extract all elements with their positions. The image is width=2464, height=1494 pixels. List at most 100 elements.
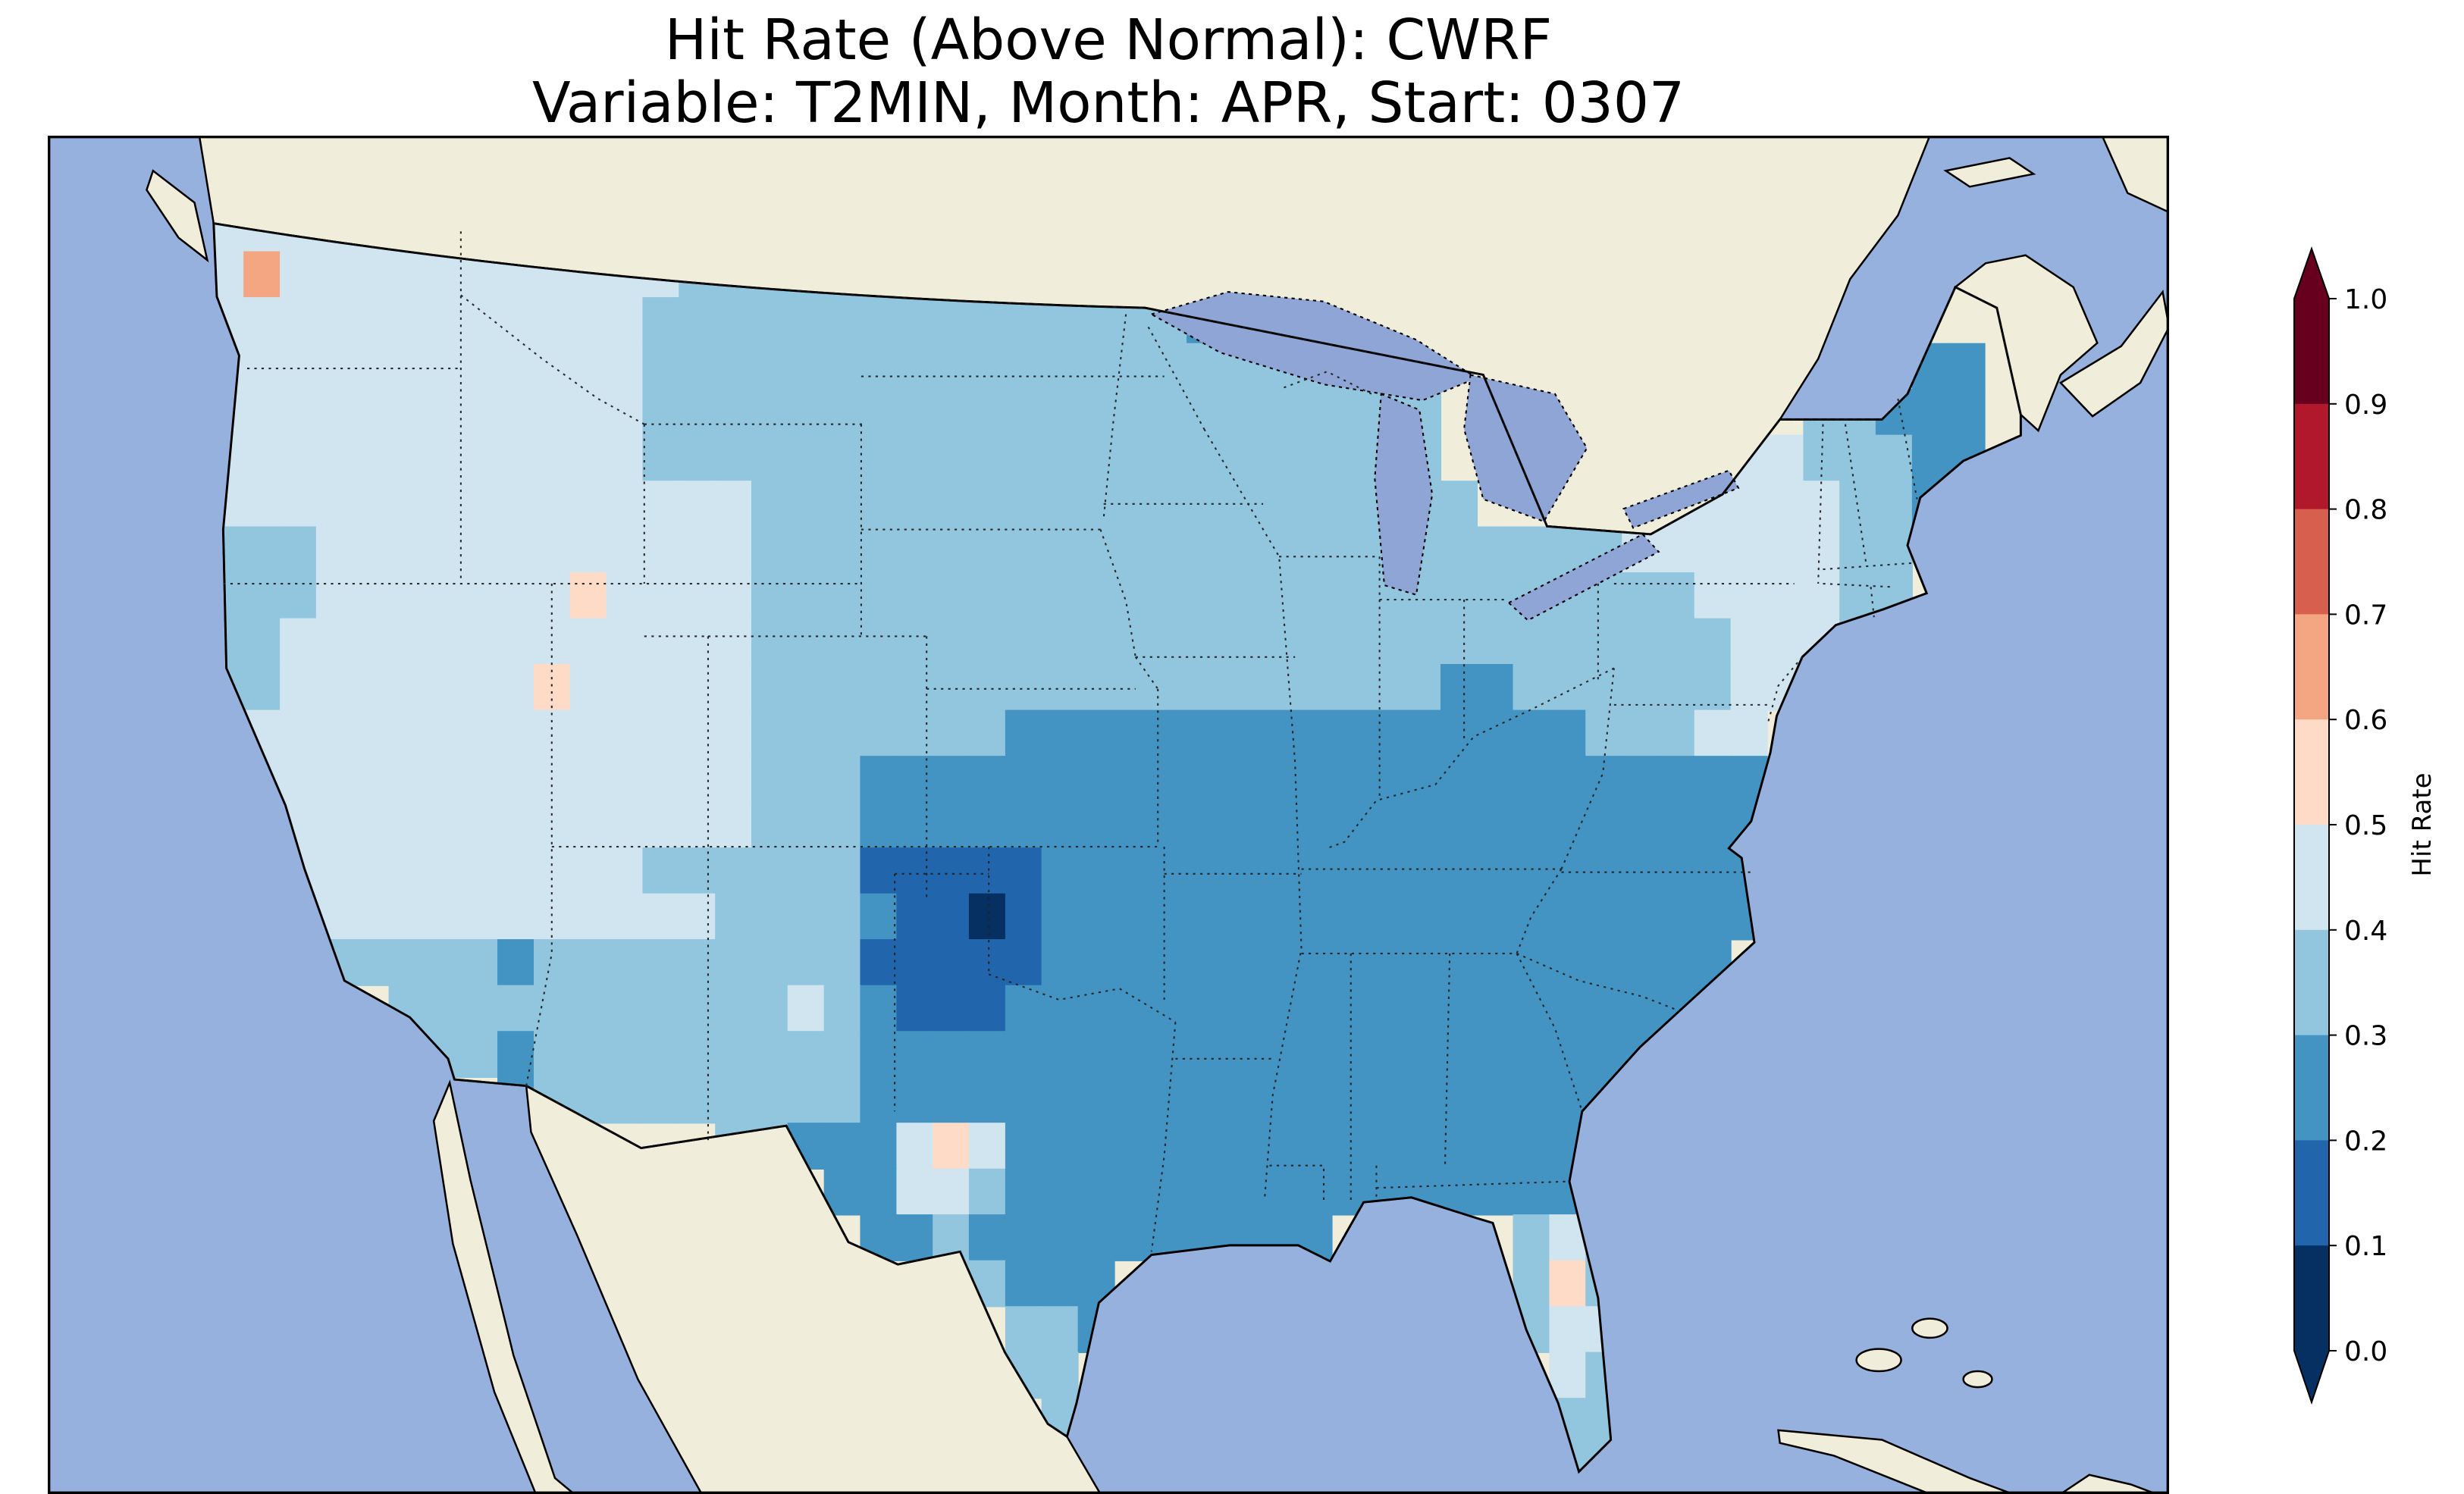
grid-cell-bin-2 [933, 801, 970, 849]
grid-cell-bin-2 [1440, 939, 1478, 986]
grid-cell-bin-4 [569, 664, 607, 711]
grid-cell-bin-4 [497, 664, 535, 711]
grid-cell-bin-3 [860, 389, 898, 436]
grid-cell-bin-4 [569, 618, 607, 666]
grid-cell-bin-3 [1513, 1260, 1550, 1308]
grid-cell-bin-3 [606, 1031, 644, 1079]
grid-cell-bin-3 [715, 343, 753, 390]
grid-cell-bin-3 [933, 664, 970, 711]
grid-cell-bin-4 [425, 481, 462, 528]
grid-cell-bin-1 [896, 847, 934, 894]
grid-cell-bin-4 [642, 664, 680, 711]
grid-cell-bin-3 [860, 664, 898, 711]
grid-cell-bin-2 [1657, 939, 1695, 986]
grid-cell-bin-3 [1476, 526, 1514, 574]
grid-cell-bin-2 [1513, 847, 1550, 894]
grid-cell-bin-3 [1041, 664, 1079, 711]
grid-cell-bin-2 [1041, 801, 1079, 849]
grid-cell-bin-3 [1694, 664, 1732, 711]
colorbar-tick-label: 0.9 [2344, 390, 2387, 421]
grid-cell-bin-2 [896, 1076, 934, 1124]
grid-cell-bin-2 [1331, 985, 1369, 1032]
grid-cell-bin-2 [1005, 1031, 1042, 1079]
grid-cell-bin-4 [497, 801, 535, 849]
grid-cell-bin-2 [1295, 985, 1333, 1032]
grid-cell-bin-3 [1513, 526, 1550, 574]
grid-cell-bin-3 [823, 434, 861, 482]
grid-cell-bin-4 [606, 801, 644, 849]
grid-cell-bin-4 [388, 481, 426, 528]
grid-cell-bin-3 [1005, 1306, 1042, 1354]
grid-cell-bin-2 [1114, 985, 1152, 1032]
grid-cell-bin-4 [1730, 526, 1768, 574]
land-anticosti-island [1943, 157, 2036, 188]
grid-cell-bin-2 [1114, 1123, 1152, 1170]
grid-cell-bin-2 [1476, 709, 1514, 757]
grid-cell-bin-3 [1331, 481, 1369, 528]
grid-cell-bin-4 [280, 618, 318, 666]
grid-cell-bin-2 [1295, 801, 1333, 849]
grid-cell-bin-2 [1404, 1076, 1442, 1124]
grid-cell-bin-2 [1187, 939, 1224, 986]
grid-cell-bin-2 [1005, 801, 1042, 849]
grid-cell-bin-2 [1077, 756, 1115, 803]
grid-cell-bin-3 [823, 1031, 861, 1079]
land-bahamas-1 [1855, 1348, 1902, 1373]
grid-cell-bin-3 [461, 939, 499, 986]
grid-cell-bin-4 [1803, 572, 1841, 619]
grid-cell-bin-4 [497, 618, 535, 666]
colorbar-segment-0.6-0.7 [2294, 614, 2329, 720]
grid-cell-bin-2 [1622, 756, 1660, 803]
grid-cell-bin-2 [1005, 709, 1042, 757]
grid-cell-bin-3 [751, 664, 788, 711]
grid-cell-bin-4 [679, 481, 716, 528]
grid-cell-bin-3 [679, 434, 716, 482]
grid-cell-bin-4 [715, 526, 753, 574]
grid-cell-bin-3 [1476, 618, 1514, 666]
colorbar-under-arrow [2294, 1351, 2329, 1402]
grid-cell-bin-4 [280, 434, 318, 482]
grid-cell-bin-3 [823, 756, 861, 803]
grid-cell-bin-2 [1041, 756, 1079, 803]
grid-cell-bin-2 [1440, 801, 1478, 849]
grid-cell-bin-2 [1077, 1031, 1115, 1079]
grid-cell-bin-1 [896, 985, 934, 1032]
grid-cell-bin-4 [679, 756, 716, 803]
grid-cell-bin-3 [933, 481, 970, 528]
grid-cell-bin-3 [751, 709, 788, 757]
grid-cell-bin-2 [1368, 847, 1406, 894]
grid-cell-bin-4 [1766, 526, 1804, 574]
grid-cell-bin-2 [1948, 343, 1986, 390]
grid-cell-bin-3 [1005, 618, 1042, 666]
grid-cell-bin-4 [1766, 434, 1804, 482]
grid-cell-bin-2 [1222, 709, 1260, 757]
grid-cell-bin-3 [933, 343, 970, 390]
grid-cell-bin-4 [569, 526, 607, 574]
grid-cell-bin-2 [1476, 893, 1514, 941]
colorbar-label: Hit Rate [2407, 772, 2437, 876]
grid-cell-bin-2 [1005, 756, 1042, 803]
grid-cell-bin-3 [1331, 389, 1369, 436]
grid-cell-bin-2 [1041, 1123, 1079, 1170]
grid-cell-bin-4 [606, 434, 644, 482]
grid-cell-bin-5 [933, 1123, 970, 1170]
grid-cell-bin-2 [1187, 985, 1224, 1032]
grid-cell-bin-3 [1005, 664, 1042, 711]
figure-title-line2: Variable: T2MIN, Month: APR, Start: 0307 [531, 70, 1685, 136]
grid-cell-bin-2 [1440, 1123, 1478, 1170]
grid-cell-bin-3 [1041, 1306, 1079, 1354]
grid-cell-bin-3 [1440, 572, 1478, 619]
grid-cell-bin-4 [1730, 618, 1768, 666]
grid-cell-bin-3 [787, 893, 825, 941]
grid-cell-bin-2 [1513, 1031, 1550, 1079]
grid-cell-bin-3 [1259, 481, 1296, 528]
grid-cell-bin-4 [606, 893, 644, 941]
grid-cell-bin-3 [933, 526, 970, 574]
grid-cell-bin-4 [497, 343, 535, 390]
grid-cell-bin-4 [280, 481, 318, 528]
grid-cell-bin-4 [425, 618, 462, 666]
grid-cell-bin-2 [1187, 801, 1224, 849]
grid-cell-bin-3 [933, 389, 970, 436]
grid-cell-bin-2 [968, 1214, 1006, 1261]
